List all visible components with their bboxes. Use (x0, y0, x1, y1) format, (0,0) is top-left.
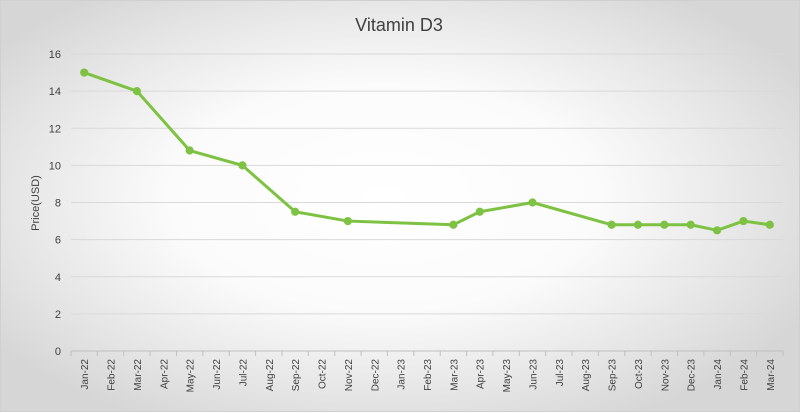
data-point (686, 220, 695, 229)
data-point (449, 220, 458, 229)
x-tick-label: Jul-22 (238, 359, 249, 387)
x-tick-label: Dec-23 (687, 359, 698, 392)
y-axis-label: Price(USD) (30, 175, 42, 231)
x-tick-label: Apr-22 (159, 359, 170, 389)
data-point (712, 226, 722, 235)
y-tick-label: 10 (49, 160, 61, 172)
data-point (739, 216, 748, 226)
data-point (185, 146, 194, 155)
x-axis-ticks: Jan-22 Feb-22 Mar-22 Apr-22 May-22 Jun-22 Jul-… (70, 351, 784, 393)
y-tick-label: 6 (55, 235, 61, 247)
data-point (80, 68, 89, 77)
x-tick-label: Jan-24 (713, 359, 724, 390)
x-tick-label: Feb-24 (739, 359, 750, 391)
data-point (633, 220, 643, 229)
x-tick-label: Sep-22 (291, 359, 302, 392)
y-axis-ticks: 0 2 4 6 8 10 12 14 16 (49, 49, 61, 358)
series-line (82, 71, 772, 232)
y-tick-label: 12 (49, 123, 61, 135)
data-point (132, 87, 142, 96)
x-tick-label: Oct-23 (634, 359, 645, 389)
gridlines (71, 53, 783, 352)
x-tick-label: Dec-22 (370, 359, 381, 392)
x-tick-label: Nov-23 (660, 359, 671, 392)
data-point (343, 216, 352, 226)
y-tick-label: 8 (55, 198, 61, 210)
x-tick-label: Feb-22 (107, 359, 118, 391)
x-tick-label: Jul-23 (555, 359, 566, 387)
x-tick-label: Jan-23 (397, 359, 408, 390)
x-tick-label: Aug-23 (581, 359, 592, 392)
data-point (660, 220, 669, 229)
data-point (607, 220, 616, 229)
x-tick-label: Mar-24 (766, 359, 777, 391)
y-tick-label: 4 (55, 272, 61, 284)
x-tick-label: Apr-23 (476, 359, 487, 389)
x-tick-label: May-22 (186, 359, 197, 393)
x-tick-label: Oct-22 (318, 359, 329, 389)
price-series (80, 68, 774, 235)
x-tick-label: Jun-23 (528, 359, 539, 390)
y-tick-label: 16 (49, 49, 61, 61)
x-tick-label: Feb-23 (423, 359, 434, 391)
x-tick-label: May-23 (502, 359, 513, 393)
chart-title: Vitamin D3 (355, 15, 443, 35)
y-tick-label: 14 (49, 86, 61, 98)
data-point (475, 207, 484, 216)
x-tick-label: Aug-22 (265, 359, 276, 392)
x-tick-label: Nov-22 (344, 359, 355, 392)
x-tick-label: Jun-22 (212, 359, 223, 390)
x-tick-label: Mar-22 (133, 359, 144, 391)
data-point (765, 220, 774, 229)
y-tick-label: 2 (55, 309, 61, 321)
data-point (238, 161, 247, 170)
x-tick-label: Jan-22 (80, 359, 91, 390)
x-tick-label: Sep-23 (608, 359, 619, 392)
data-point (291, 207, 300, 216)
data-point (528, 198, 537, 207)
x-tick-label: Mar-23 (449, 359, 460, 391)
y-tick-label: 0 (55, 346, 61, 358)
